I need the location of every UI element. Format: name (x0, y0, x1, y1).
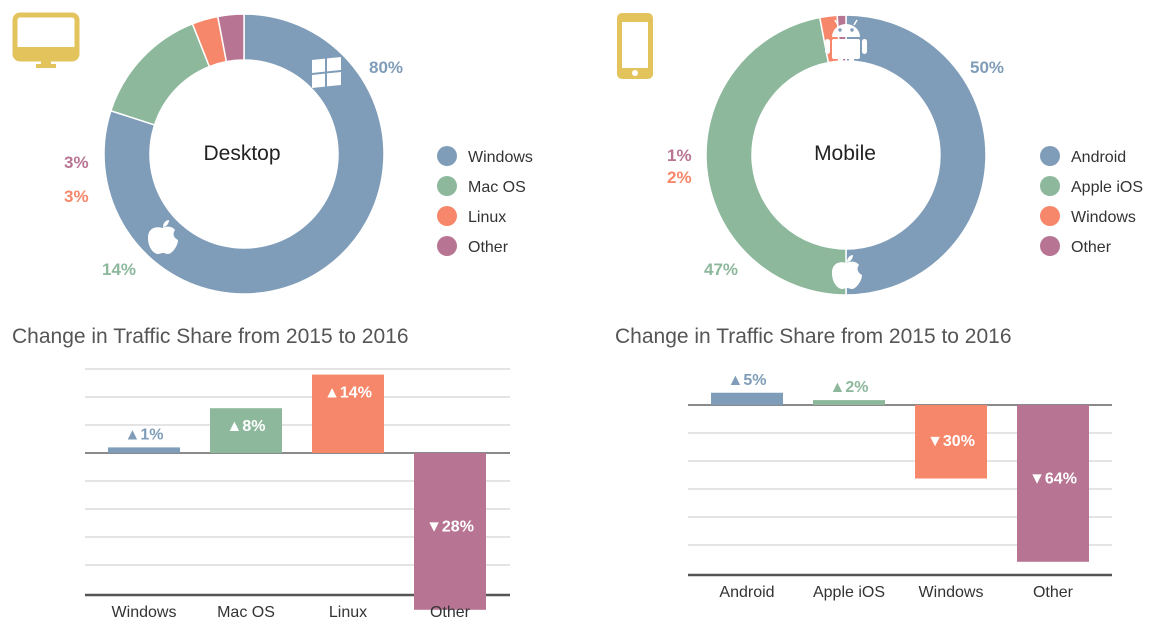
slice-label-other: 1% (667, 146, 692, 165)
bar-value-label: ▼64% (1029, 471, 1077, 488)
legend-swatch (1040, 236, 1060, 256)
bar-value-label: ▲14% (324, 385, 372, 402)
desktop-donut-title: Desktop (203, 142, 280, 165)
legend-label: Other (468, 239, 509, 256)
apple-logo-icon (148, 220, 178, 254)
legend-swatch (437, 206, 457, 226)
mobile-legend: Android Apple iOS Windows Other (1040, 146, 1143, 256)
legend-label: Mac OS (468, 179, 526, 196)
legend-label: Windows (468, 149, 533, 166)
legend-label: Other (1071, 239, 1112, 256)
windows-logo-icon (312, 56, 341, 88)
legend-swatch (1040, 146, 1060, 166)
x-tick-label: Windows (919, 584, 984, 601)
slice-label-linux: 3% (64, 187, 89, 206)
mobile-donut-title: Mobile (814, 142, 876, 165)
monitor-icon (12, 12, 80, 68)
x-tick-label: Other (1033, 584, 1074, 601)
legend-label: Apple iOS (1071, 179, 1143, 196)
x-tick-label: Windows (112, 604, 177, 621)
bar-linux (312, 374, 384, 453)
x-tick-label: Linux (329, 604, 367, 621)
desktop-bar-chart-title: Change in Traffic Share from 2015 to 201… (12, 325, 409, 348)
legend-label: Android (1071, 149, 1126, 166)
android-logo-icon (825, 19, 867, 65)
bar-android (711, 392, 783, 405)
bar-apple-ios (813, 400, 885, 405)
x-tick-label: Other (430, 604, 471, 621)
mobile-bar-chart-title: Change in Traffic Share from 2015 to 201… (615, 325, 1012, 348)
bar-mac-os (210, 408, 282, 453)
bar-value-label: ▲2% (830, 379, 869, 396)
legend-label: Windows (1071, 209, 1136, 226)
bar-value-label: ▲8% (227, 418, 266, 435)
donut-slice-other (216, 13, 245, 63)
x-tick-label: Mac OS (217, 604, 275, 621)
donut-slice-android (845, 14, 987, 296)
x-tick-label: Apple iOS (813, 584, 885, 601)
bar-value-label: ▼30% (927, 433, 975, 450)
bar-value-label: ▲5% (728, 372, 767, 389)
slice-label-windows: 2% (667, 168, 692, 187)
donut-slice-apple-ios (705, 16, 847, 296)
slice-label-apple-ios: 47% (704, 260, 738, 279)
mobile-bar-chart: ▲5% Android ▲2% Apple iOS ▼30% Windows ▼64% Oth… (688, 372, 1112, 601)
legend-swatch (1040, 176, 1060, 196)
slice-label-mac-os: 14% (102, 260, 136, 279)
slice-label-android: 50% (970, 58, 1004, 77)
legend-swatch (1040, 206, 1060, 226)
legend-swatch (437, 176, 457, 196)
legend-swatch (437, 236, 457, 256)
donut-slice-mac-os (109, 22, 211, 126)
bar-other (1017, 405, 1089, 562)
desktop-bar-chart: ▲1% Windows ▲8% Mac OS ▲14% Linux ▼28% Other (85, 368, 510, 621)
apple-logo-icon (832, 255, 862, 289)
legend-swatch (437, 146, 457, 166)
bar-other (414, 453, 486, 610)
phone-icon (617, 13, 653, 79)
desktop-legend: Windows Mac OS Linux Other (437, 146, 533, 256)
bar-windows (915, 405, 987, 479)
slice-label-windows: 80% (369, 58, 403, 77)
x-tick-label: Android (719, 584, 774, 601)
bar-value-label: ▲1% (125, 426, 164, 443)
legend-label: Linux (468, 209, 506, 226)
bar-value-label: ▼28% (426, 519, 474, 536)
slice-label-other: 3% (64, 153, 89, 172)
bar-windows (108, 447, 180, 453)
